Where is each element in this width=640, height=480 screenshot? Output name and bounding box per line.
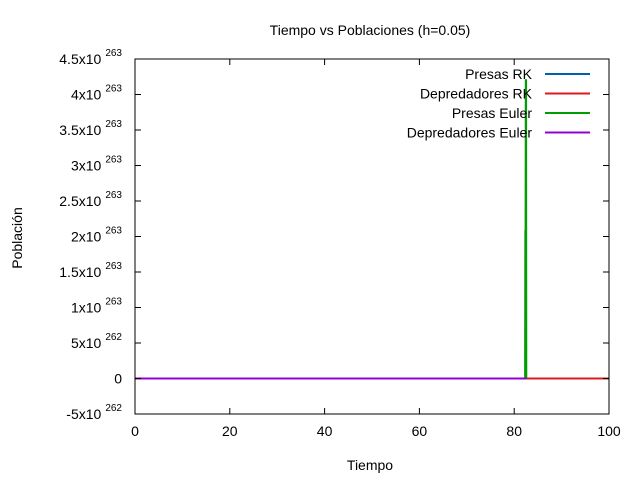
y-tick-mantissa: 4.5x10 — [59, 51, 101, 67]
y-tick-label: 3.5x10 263 — [59, 119, 122, 138]
y-tick-exponent: 263 — [105, 48, 122, 59]
y-tick-exponent: 263 — [105, 190, 122, 201]
legend-label: Depredadores Euler — [407, 125, 533, 141]
y-tick-exponent: 263 — [105, 119, 122, 130]
y-tick-label: 1.5x10 263 — [59, 261, 122, 280]
y-axis-label: Población — [9, 207, 25, 269]
y-tick-label: 0 — [114, 371, 122, 387]
x-tick-label: 80 — [506, 423, 522, 439]
y-tick-mantissa: 2.5x10 — [59, 193, 101, 209]
y-tick-mantissa: 0 — [114, 371, 122, 387]
x-tick-label: 60 — [412, 423, 428, 439]
y-tick-label: 4x10 263 — [71, 84, 122, 103]
legend: Presas RK Depredadores RK Presas Euler Depr… — [407, 66, 590, 141]
x-tick-label: 20 — [222, 423, 238, 439]
plot-area — [135, 79, 609, 380]
y-tick-mantissa: 1.5x10 — [59, 264, 101, 280]
y-tick-label: -5x10 262 — [66, 403, 122, 422]
x-tick-label: 100 — [597, 423, 621, 439]
y-tick-exponent: 263 — [105, 297, 122, 308]
y-tick-label: 1x10 263 — [71, 297, 122, 316]
y-tick-mantissa: -5x10 — [66, 406, 101, 422]
y-tick-mantissa: 3x10 — [71, 158, 102, 174]
y-tick-mantissa: 1x10 — [71, 300, 102, 316]
x-tick-label: 0 — [131, 423, 139, 439]
y-tick-exponent: 262 — [105, 403, 122, 414]
x-axis-label: Tiempo — [347, 457, 393, 473]
legend-label: Presas Euler — [452, 105, 532, 121]
y-tick-exponent: 263 — [105, 155, 122, 166]
y-tick-label: 2.5x10 263 — [59, 190, 122, 209]
y-tick-mantissa: 3.5x10 — [59, 122, 101, 138]
y-tick-exponent: 263 — [105, 261, 122, 272]
y-tick-exponent: 263 — [105, 84, 122, 95]
y-tick-mantissa: 2x10 — [71, 229, 102, 245]
y-tick-label: 2x10 263 — [71, 226, 122, 245]
series-line-2 — [135, 79, 528, 380]
chart-title: Tiempo vs Poblaciones (h=0.05) — [270, 22, 471, 38]
y-tick-mantissa: 4x10 — [71, 87, 102, 103]
legend-label: Presas RK — [465, 66, 533, 82]
plot-frame — [134, 58, 610, 415]
y-tick-exponent: 263 — [105, 226, 122, 237]
y-tick-exponent: 262 — [105, 332, 122, 343]
y-tick-label: 5x10 262 — [71, 332, 122, 351]
x-axis: 0 20 40 60 80 100 — [131, 59, 621, 439]
legend-label: Depredadores RK — [420, 86, 533, 102]
y-tick-label: 4.5x10 263 — [59, 48, 122, 67]
y-tick-mantissa: 5x10 — [71, 335, 102, 351]
x-tick-label: 40 — [317, 423, 333, 439]
y-tick-label: 3x10 263 — [71, 155, 122, 174]
